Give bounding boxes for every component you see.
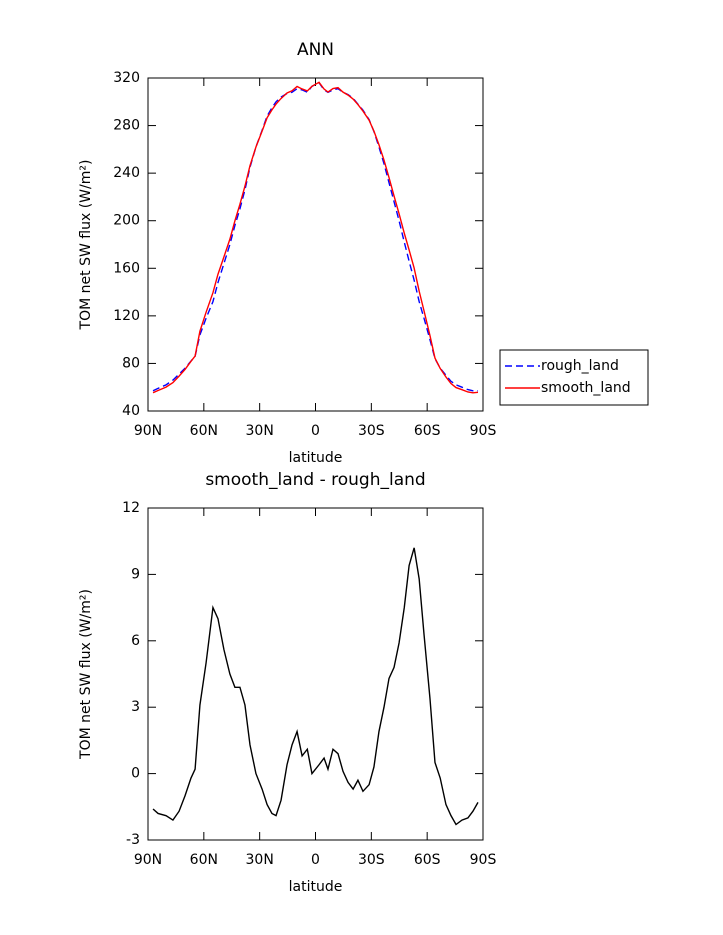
x-axis-label: latitude (289, 450, 343, 466)
y-tick-label: 160 (113, 260, 140, 276)
y-tick-label: 320 (113, 70, 140, 86)
data-line (152, 547, 479, 826)
y-tick-label: 0 (131, 766, 140, 782)
x-tick-label: 60N (190, 852, 218, 868)
legend-box (499, 349, 649, 406)
x-tick-label: 30N (246, 852, 274, 868)
y-tick-label: 280 (113, 118, 140, 134)
y-tick-label: 240 (113, 165, 140, 181)
x-tick-label: 60S (414, 852, 441, 868)
x-tick-label: 30S (358, 852, 385, 868)
x-tick-label: 30S (358, 423, 385, 439)
legend-label: rough_land (541, 358, 619, 374)
y-axis-label: TOM net SW flux (W/m²) (78, 589, 94, 760)
y-tick-label: 120 (113, 308, 140, 324)
x-tick-label: 90S (470, 852, 497, 868)
data-line (152, 81, 479, 394)
y-tick-label: 3 (131, 699, 140, 715)
y-tick-label: 80 (122, 355, 140, 371)
legend-label: smooth_land (541, 380, 631, 396)
x-tick-label: 90N (134, 852, 162, 868)
y-tick-label: 40 (122, 403, 140, 419)
x-axis-label: latitude (289, 879, 343, 895)
y-tick-label: 200 (113, 213, 140, 229)
chart-title: ANN (297, 40, 334, 60)
y-tick-label: 12 (122, 500, 140, 516)
x-tick-label: 60N (190, 423, 218, 439)
x-tick-label: 60S (414, 423, 441, 439)
x-tick-label: 0 (311, 423, 320, 439)
x-tick-label: 30N (246, 423, 274, 439)
chart-title: smooth_land - rough_land (205, 470, 425, 490)
x-tick-label: 90N (134, 423, 162, 439)
plot-frame (147, 507, 484, 841)
data-line (152, 81, 478, 392)
y-tick-label: -3 (126, 832, 140, 848)
y-tick-label: 6 (131, 633, 140, 649)
y-tick-label: 9 (131, 566, 140, 582)
y-axis-label: TOM net SW flux (W/m²) (78, 160, 94, 331)
x-tick-label: 90S (470, 423, 497, 439)
plot-frame (147, 77, 484, 412)
x-tick-label: 0 (311, 852, 320, 868)
